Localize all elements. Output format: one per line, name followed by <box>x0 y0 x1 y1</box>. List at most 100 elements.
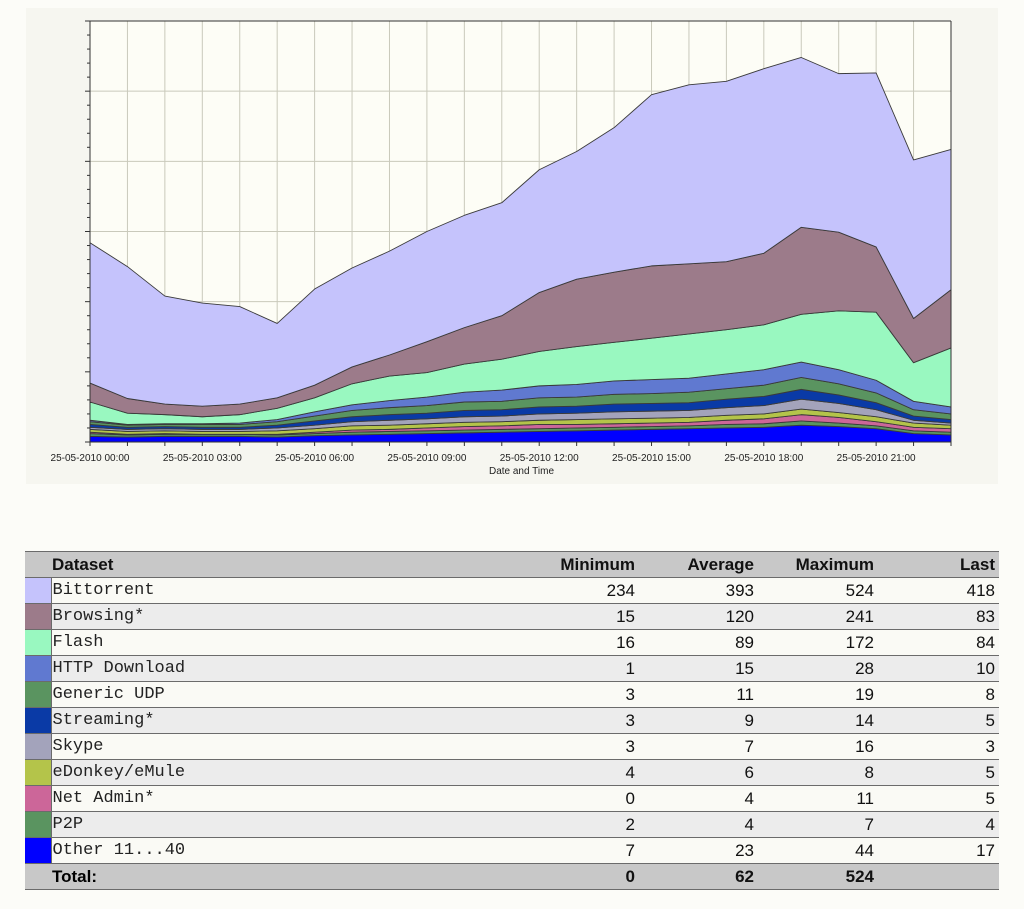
maximum-value: 16 <box>758 733 876 760</box>
minimum-value: 4 <box>491 759 639 786</box>
maximum-value: 28 <box>758 655 876 682</box>
x-axis-ticks <box>89 442 952 446</box>
table-row[interactable]: Browsing* 15 120 241 83 <box>25 603 999 630</box>
chart-panel: 25-05-2010 00:00 25-05-2010 03:00 25-05-20… <box>26 8 998 484</box>
average-value: 23 <box>639 837 758 864</box>
maximum-value: 44 <box>758 837 876 864</box>
last-value: 8 <box>876 681 999 708</box>
total-minimum: 0 <box>491 863 639 890</box>
maximum-value: 241 <box>758 603 876 630</box>
legend-swatch <box>25 655 52 682</box>
average-value: 15 <box>639 655 758 682</box>
legend-table: Dataset Minimum Average Maximum Last Bit… <box>25 551 999 890</box>
legend-swatch <box>25 681 52 708</box>
minimum-value: 234 <box>491 577 639 604</box>
legend-swatch-color <box>25 630 51 655</box>
total-last <box>876 863 999 890</box>
average-value: 89 <box>639 629 758 656</box>
table-row[interactable]: Other 11...40 7 23 44 17 <box>25 837 999 864</box>
table-row[interactable]: Flash 16 89 172 84 <box>25 629 999 656</box>
legend-swatch-color <box>25 734 51 759</box>
dataset-name: Browsing* <box>51 603 491 630</box>
legend-rows: Bittorrent 234 393 524 418 Browsing* 15 120 241 8… <box>25 577 999 864</box>
minimum-value: 0 <box>491 785 639 812</box>
legend-swatch-color <box>25 760 51 785</box>
header-last[interactable]: Last <box>876 551 999 578</box>
legend-swatch-color <box>25 708 51 733</box>
minimum-value: 7 <box>491 837 639 864</box>
legend-swatch-color <box>25 656 51 681</box>
table-row[interactable]: HTTP Download 1 15 28 10 <box>25 655 999 682</box>
dataset-name: Generic UDP <box>51 681 491 708</box>
table-row[interactable]: Skype 3 7 16 3 <box>25 733 999 760</box>
header-maximum[interactable]: Maximum <box>758 551 876 578</box>
total-label: Total: <box>51 863 491 890</box>
minimum-value: 3 <box>491 733 639 760</box>
average-value: 11 <box>639 681 758 708</box>
header-dataset[interactable]: Dataset <box>51 551 491 578</box>
last-value: 5 <box>876 707 999 734</box>
x-tick-label: 25-05-2010 18:00 <box>724 453 803 464</box>
dataset-name: Net Admin* <box>51 785 491 812</box>
x-tick-label: 25-05-2010 15:00 <box>612 453 691 464</box>
x-axis-title: Date and Time <box>489 466 554 477</box>
legend-swatch <box>25 759 52 786</box>
dataset-name: Streaming* <box>51 707 491 734</box>
maximum-value: 524 <box>758 577 876 604</box>
total-average: 62 <box>639 863 758 890</box>
legend-swatch-color <box>25 682 51 707</box>
legend-swatch-color <box>25 812 51 837</box>
maximum-value: 14 <box>758 707 876 734</box>
legend-swatch-color <box>25 786 51 811</box>
total-row: Total: 0 62 524 <box>25 863 999 890</box>
minimum-value: 15 <box>491 603 639 630</box>
dataset-name: Skype <box>51 733 491 760</box>
x-tick-label: 25-05-2010 12:00 <box>500 453 579 464</box>
x-tick-label: 25-05-2010 09:00 <box>387 453 466 464</box>
table-row[interactable]: eDonkey/eMule 4 6 8 5 <box>25 759 999 786</box>
average-value: 120 <box>639 603 758 630</box>
average-value: 7 <box>639 733 758 760</box>
minimum-value: 3 <box>491 707 639 734</box>
table-row[interactable]: P2P 2 4 7 4 <box>25 811 999 838</box>
table-row[interactable]: Net Admin* 0 4 11 5 <box>25 785 999 812</box>
legend-swatch <box>25 837 52 864</box>
legend-swatch <box>25 707 52 734</box>
dataset-name: Bittorrent <box>51 577 491 604</box>
y-axis-ticks <box>85 20 90 443</box>
maximum-value: 172 <box>758 629 876 656</box>
legend-swatch-color <box>25 578 51 603</box>
dataset-name: Flash <box>51 629 491 656</box>
minimum-value: 1 <box>491 655 639 682</box>
minimum-value: 2 <box>491 811 639 838</box>
x-tick-label: 25-05-2010 03:00 <box>163 453 242 464</box>
average-value: 393 <box>639 577 758 604</box>
x-tick-label: 25-05-2010 00:00 <box>51 453 130 464</box>
dataset-name: P2P <box>51 811 491 838</box>
table-row[interactable]: Streaming* 3 9 14 5 <box>25 707 999 734</box>
table-row[interactable]: Bittorrent 234 393 524 418 <box>25 577 999 604</box>
dataset-name: HTTP Download <box>51 655 491 682</box>
average-value: 9 <box>639 707 758 734</box>
x-tick-label: 25-05-2010 21:00 <box>837 453 916 464</box>
table-row[interactable]: Generic UDP 3 11 19 8 <box>25 681 999 708</box>
table-header-row: Dataset Minimum Average Maximum Last <box>25 551 999 578</box>
legend-swatch <box>25 733 52 760</box>
maximum-value: 8 <box>758 759 876 786</box>
header-average[interactable]: Average <box>639 551 758 578</box>
header-minimum[interactable]: Minimum <box>491 551 639 578</box>
legend-swatch <box>25 785 52 812</box>
total-swatch-spacer <box>25 863 51 890</box>
dataset-name: eDonkey/eMule <box>51 759 491 786</box>
legend-swatch <box>25 811 52 838</box>
legend-swatch <box>25 577 52 604</box>
legend-swatch-color <box>25 604 51 629</box>
last-value: 418 <box>876 577 999 604</box>
last-value: 5 <box>876 759 999 786</box>
x-axis-tick-labels: 25-05-2010 00:00 25-05-2010 03:00 25-05-20… <box>51 453 917 464</box>
last-value: 4 <box>876 811 999 838</box>
x-tick-label: 25-05-2010 06:00 <box>275 453 354 464</box>
minimum-value: 16 <box>491 629 639 656</box>
area-series-group <box>89 57 952 443</box>
minimum-value: 3 <box>491 681 639 708</box>
